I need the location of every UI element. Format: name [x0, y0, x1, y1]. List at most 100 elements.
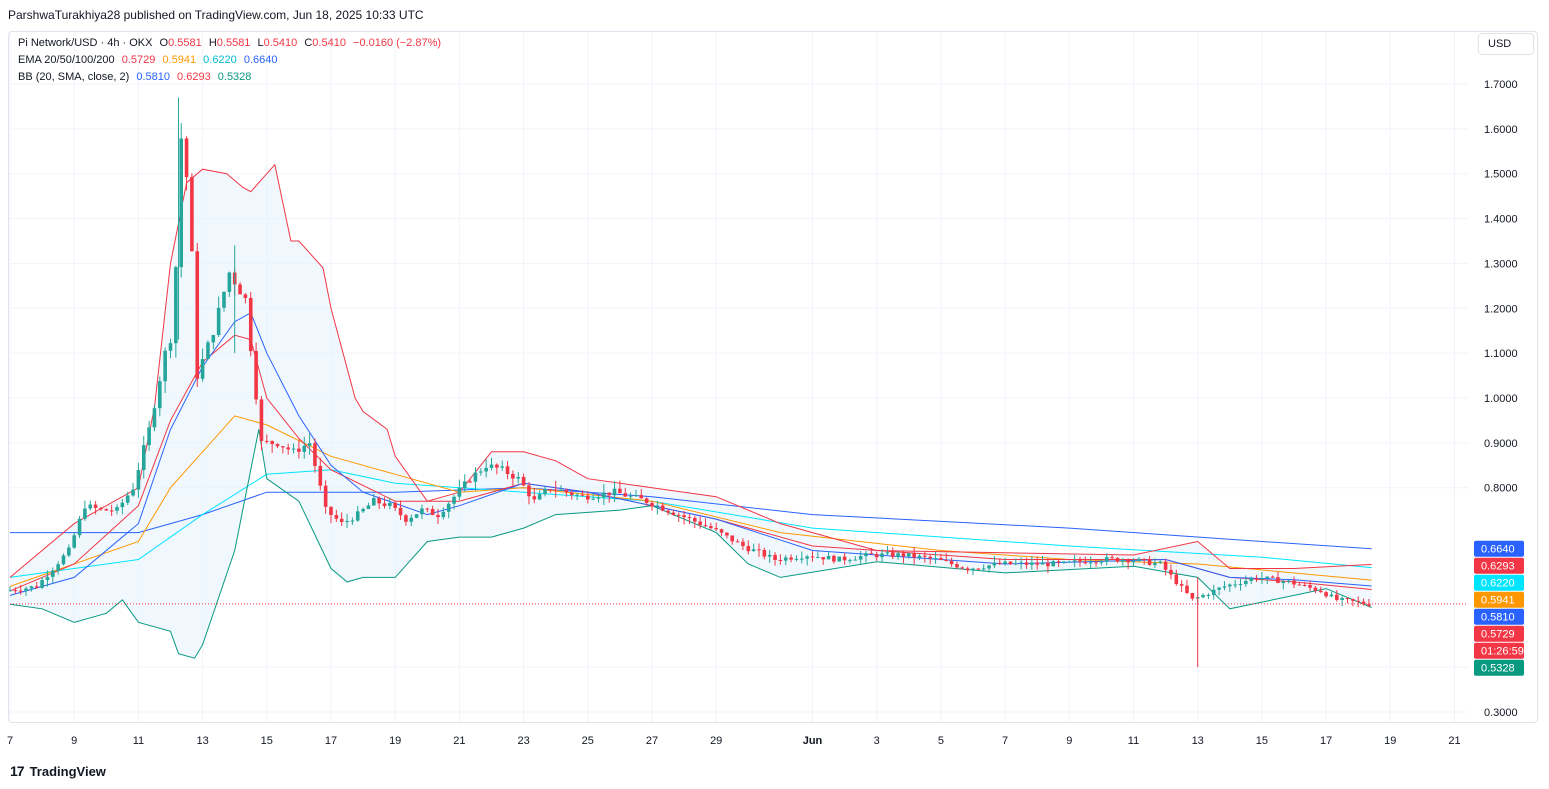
- candle-body: [1367, 604, 1371, 606]
- candle-body: [864, 553, 868, 557]
- candle-body: [265, 440, 269, 442]
- candle-body: [8, 590, 12, 592]
- line-bb-lower: [9, 429, 1372, 659]
- candle-body: [907, 553, 911, 557]
- candle-body: [885, 552, 890, 554]
- candle-body: [1345, 598, 1350, 600]
- symbol-legend-row[interactable]: Pi Network/USD · 4h · OKX O0.5581 H0.558…: [18, 35, 445, 52]
- symbol-title[interactable]: Pi Network/USD · 4h · OKX: [18, 37, 153, 49]
- candle-body: [543, 489, 547, 495]
- candle-body: [67, 547, 71, 556]
- candle-body: [719, 529, 724, 533]
- candle-body: [1169, 569, 1173, 575]
- x-tick-label: 19: [389, 735, 401, 747]
- candle-body: [735, 541, 740, 543]
- price-badge: [1474, 557, 1524, 574]
- price-badge-label: 0.6640: [1481, 544, 1515, 556]
- publisher-attribution: ParshwaTurakhiya28 published on TradingV…: [8, 8, 424, 22]
- candle-body: [682, 515, 686, 518]
- x-tick-label: 25: [582, 735, 594, 747]
- tradingview-footer[interactable]: 17 TradingView: [10, 763, 106, 779]
- candle-body: [446, 503, 451, 512]
- x-tick-label: 11: [1128, 735, 1139, 747]
- candle-body: [1260, 578, 1264, 580]
- line-ema-50: [9, 415, 1372, 587]
- candle-body: [323, 485, 328, 507]
- candle-body: [393, 502, 397, 508]
- x-tick-label: 5: [938, 735, 944, 747]
- candle-body: [222, 291, 226, 308]
- candle-body: [468, 481, 472, 483]
- candle-body: [195, 251, 200, 379]
- candle-body: [800, 558, 804, 560]
- ema-legend-row[interactable]: EMA 20/50/100/200 0.5729 0.5941 0.6220 0…: [18, 52, 445, 69]
- candle-body: [842, 556, 847, 561]
- x-tick-label: 17: [325, 735, 337, 747]
- candle-body: [168, 343, 173, 351]
- time-axis[interactable]: 7 9 11 13 15 17 19 21 23 25 27 29 Jun 3 5 7 9 11 13 15 17 19 2…: [7, 735, 1461, 747]
- candle-body: [56, 564, 60, 571]
- candle-body: [944, 559, 949, 561]
- candle-body: [869, 553, 874, 555]
- x-tick-label: 11: [133, 735, 144, 747]
- candle-body: [1179, 584, 1184, 586]
- candle-body: [917, 555, 922, 558]
- tradingview-brand: TradingView: [29, 763, 106, 779]
- candle-body: [709, 526, 713, 529]
- price-badge: [1474, 625, 1524, 642]
- price-badge: [1474, 659, 1524, 676]
- x-tick-label: Jun: [803, 735, 823, 747]
- candle-body: [452, 496, 456, 504]
- candle-body: [131, 489, 135, 496]
- candle-body: [329, 506, 333, 516]
- x-tick-label: 17: [1320, 735, 1332, 747]
- candle-body: [965, 568, 970, 571]
- candle-body: [136, 470, 141, 490]
- candle-body: [1083, 561, 1088, 564]
- candle-body: [676, 514, 681, 516]
- candle-body: [810, 556, 815, 558]
- price-badge-label: 0.6220: [1481, 578, 1515, 590]
- bb-legend-row[interactable]: BB (20, SMA, close, 2) 0.5810 0.6293 0.5…: [18, 69, 445, 86]
- y-tick-label: 1.2000: [1484, 303, 1518, 315]
- candle-body: [77, 518, 82, 536]
- candle-body: [693, 517, 697, 522]
- candle-body: [211, 335, 216, 343]
- candle-body: [858, 556, 863, 560]
- candle-body: [981, 568, 986, 570]
- candle-body: [896, 553, 900, 557]
- candle-body: [890, 552, 895, 557]
- x-tick-label: 27: [646, 735, 658, 747]
- ohlc-change: −0.0160 (−2.87%): [353, 37, 442, 49]
- candle-body: [832, 555, 836, 562]
- ema50-value: 0.5941: [162, 54, 197, 66]
- y-tick-label: 1.6000: [1484, 124, 1518, 136]
- candle-body: [848, 560, 852, 562]
- candle-body: [243, 294, 248, 298]
- candle-body: [109, 510, 114, 512]
- x-tick-label: 19: [1384, 735, 1396, 747]
- candle-body: [45, 576, 50, 581]
- candle-body: [928, 556, 932, 559]
- currency-button[interactable]: USD: [1478, 33, 1534, 55]
- x-tick-label: 15: [261, 735, 273, 747]
- candle-body: [179, 138, 183, 268]
- candle-body: [307, 443, 312, 446]
- candle-body: [1137, 558, 1141, 562]
- candle-body: [409, 517, 414, 522]
- bb-basis-value: 0.5810: [136, 71, 170, 83]
- price-badge-label: 0.5810: [1481, 612, 1515, 624]
- y-tick-label: 0.8000: [1484, 483, 1518, 495]
- price-badge: [1474, 642, 1524, 659]
- candle-body: [660, 505, 665, 511]
- candle-body: [248, 297, 253, 352]
- ema-label: EMA 20/50/100/200: [18, 54, 115, 66]
- candle-body: [190, 177, 194, 252]
- candle-body: [1126, 560, 1130, 563]
- price-badge: [1474, 574, 1524, 591]
- candle-body: [751, 549, 756, 552]
- y-tick-label: 1.0000: [1484, 393, 1518, 405]
- y-tick-label: 0.3000: [1484, 707, 1518, 719]
- candle-body: [1244, 580, 1248, 585]
